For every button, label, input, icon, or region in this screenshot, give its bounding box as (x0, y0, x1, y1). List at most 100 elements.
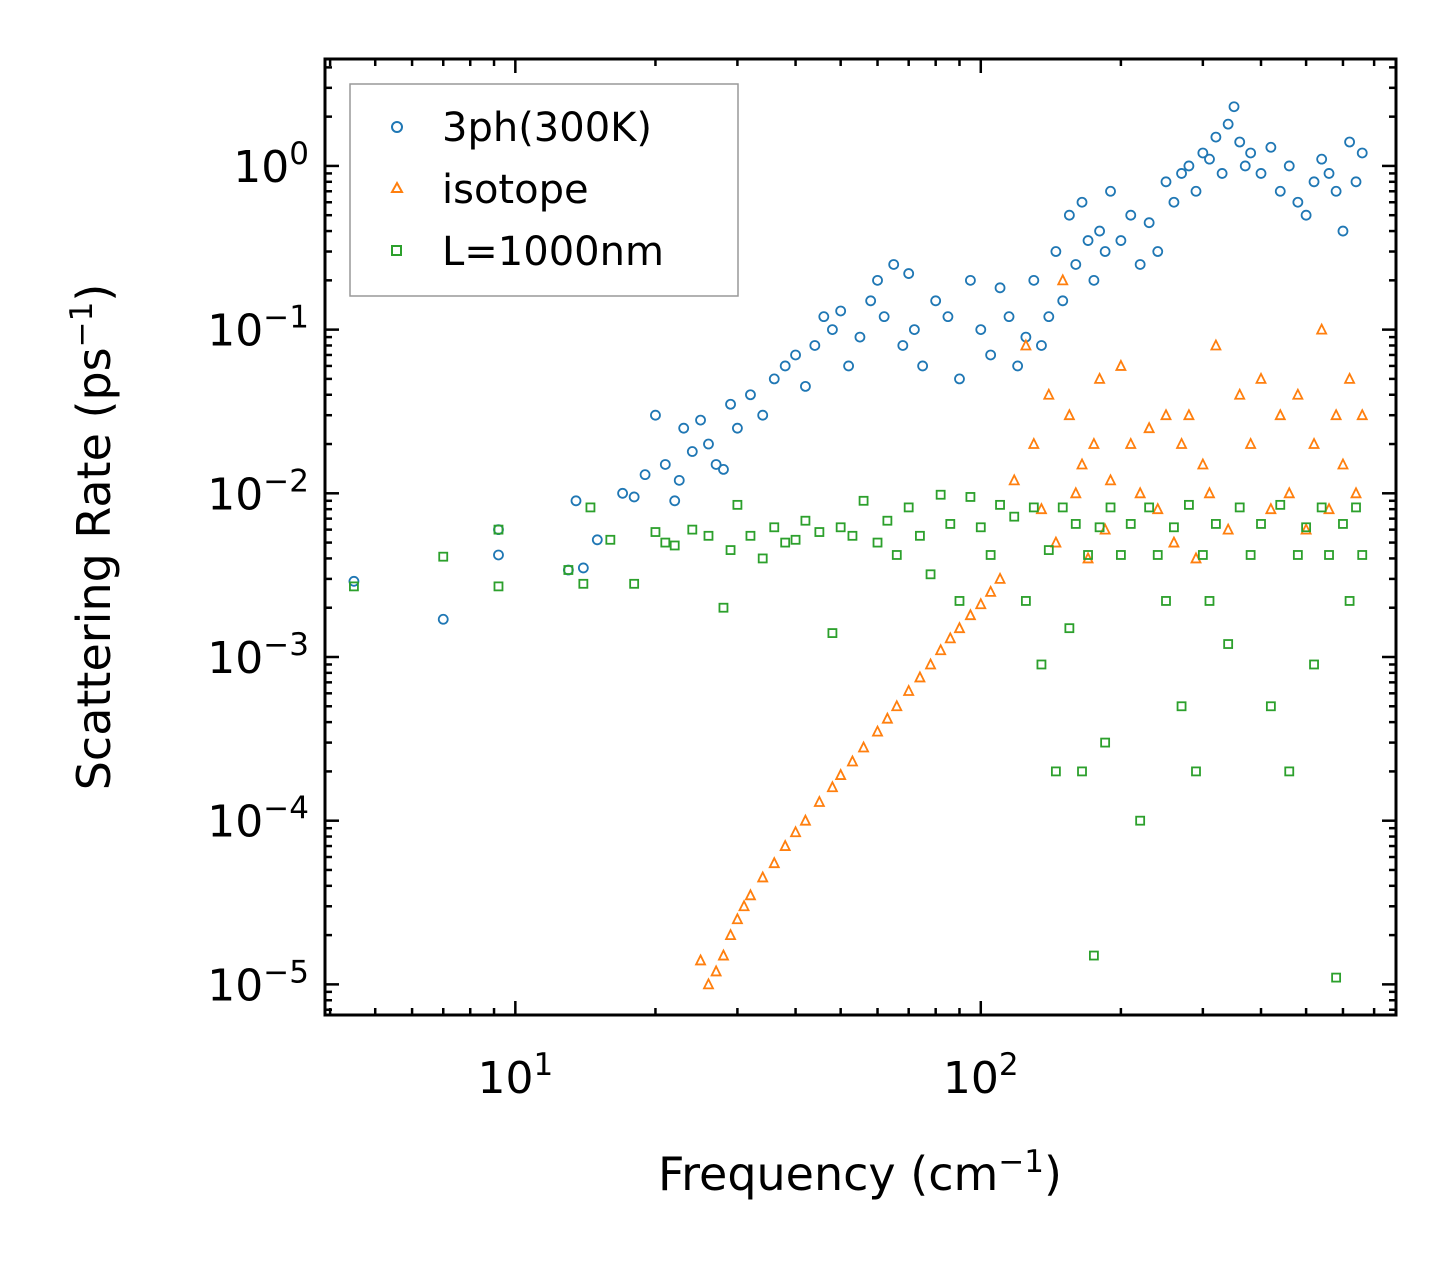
data-point (847, 530, 858, 541)
data-point (1234, 136, 1246, 148)
data-point (694, 953, 707, 966)
data-point (890, 699, 903, 712)
x-tick-exp: 1 (533, 1047, 553, 1083)
data-point (738, 899, 750, 912)
data-point (945, 519, 956, 529)
data-point (827, 628, 838, 638)
data-point (1233, 387, 1246, 400)
y-tick-exp: −3 (263, 627, 309, 663)
data-point (1292, 550, 1303, 560)
x-tick-base: 10 (477, 1053, 533, 1104)
x-axis-title-main: Frequency (cm (658, 1147, 998, 1201)
y-tick-label: 100 (233, 136, 309, 193)
data-point (563, 565, 574, 575)
data-point (903, 502, 914, 513)
data-point (1292, 196, 1304, 208)
data-point (843, 360, 854, 372)
data-point (710, 964, 723, 977)
data-point (650, 527, 661, 537)
data-point (1049, 535, 1062, 548)
data-point (975, 522, 986, 533)
data-point (756, 870, 769, 883)
data-point (835, 522, 846, 533)
data-point (1167, 535, 1180, 548)
data-point (1115, 550, 1126, 560)
x-axis-title-end: ) (1044, 1147, 1062, 1201)
data-point (673, 474, 685, 486)
data-point (834, 768, 847, 780)
data-point (702, 977, 715, 990)
data-point (835, 305, 847, 317)
data-point (871, 724, 884, 737)
data-point (1222, 118, 1234, 130)
data-point (1356, 147, 1368, 159)
data-point (934, 643, 947, 656)
data-point (882, 515, 893, 526)
data-point (1301, 522, 1312, 533)
data-point (1009, 511, 1020, 522)
data-point (570, 495, 582, 507)
data-point (348, 575, 360, 587)
data-point (826, 780, 839, 793)
legend-label-3ph: 3ph(300K) (442, 105, 652, 151)
data-point (1168, 196, 1180, 208)
data-point (1076, 196, 1088, 208)
data-point (757, 553, 768, 564)
data-point (769, 522, 780, 533)
y-axis-title-main: Scattering Rate (ps (67, 347, 121, 790)
data-point (1337, 457, 1349, 470)
data-point (1330, 408, 1343, 421)
data-point (703, 530, 714, 541)
y-tick-base: 10 (207, 469, 263, 520)
data-point (974, 597, 987, 610)
data-point (1357, 550, 1368, 560)
data-point (1308, 176, 1320, 188)
data-point (768, 373, 780, 385)
data-point (1105, 502, 1116, 513)
data-point (1087, 437, 1100, 449)
data-point (1094, 522, 1105, 533)
data-point (687, 524, 698, 535)
data-point (1114, 358, 1127, 371)
data-point (1343, 371, 1356, 384)
data-point (744, 888, 757, 901)
data-point (1283, 160, 1295, 172)
data-point (1183, 160, 1195, 172)
data-point (1196, 457, 1209, 470)
data-point (768, 856, 781, 869)
data-point (1070, 519, 1081, 529)
data-point (994, 571, 1007, 584)
data-point (1028, 502, 1039, 513)
data-point (1256, 519, 1266, 529)
data-point (1275, 499, 1286, 510)
data-point (790, 534, 801, 545)
data-point (725, 398, 736, 410)
data-point (1050, 766, 1061, 777)
data-point (814, 527, 825, 537)
data-point (578, 578, 589, 589)
data-point (1135, 815, 1146, 826)
data-point (1324, 550, 1334, 560)
data-point (1300, 522, 1313, 535)
data-point (1182, 408, 1195, 421)
data-point (780, 537, 791, 548)
data-point (1239, 160, 1251, 172)
y-tick-exp: −1 (263, 300, 309, 336)
legend-label-isotope: isotope (442, 167, 589, 213)
data-point (710, 459, 722, 470)
data-point (1089, 950, 1099, 961)
y-axis-title-sup: −1 (64, 302, 100, 348)
data-point (1308, 437, 1320, 449)
data-point (813, 795, 826, 807)
data-point (1105, 185, 1116, 197)
data-point (628, 491, 640, 503)
legend-box (349, 83, 739, 297)
data-point (1093, 371, 1106, 384)
data-point (1216, 168, 1228, 179)
y-tick-base: 10 (207, 797, 263, 848)
data-point (1184, 499, 1194, 510)
data-point (809, 340, 821, 351)
data-point (953, 621, 966, 634)
data-point (731, 912, 744, 925)
data-point (984, 584, 997, 597)
